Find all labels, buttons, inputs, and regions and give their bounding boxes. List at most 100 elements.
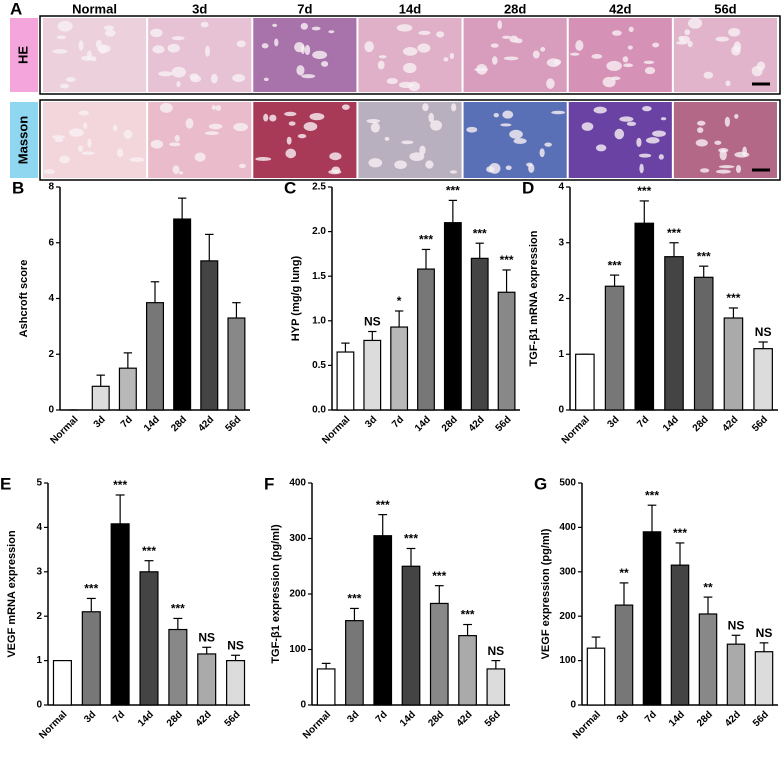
alveolus	[428, 112, 435, 123]
bar	[754, 651, 774, 706]
alveolus	[269, 114, 277, 122]
significance-label: ***	[697, 249, 711, 263]
alveolus	[174, 134, 180, 142]
x-tick-label: 3d	[606, 414, 622, 430]
alveolus	[52, 49, 68, 54]
row-label: HE	[15, 46, 30, 64]
x-tick-label: 56d	[494, 414, 514, 434]
significance-label: ***	[473, 226, 487, 240]
alveolus	[611, 30, 622, 36]
significance-label: ***	[667, 226, 681, 240]
alveolus	[500, 123, 512, 127]
significance-label: ***	[419, 233, 433, 247]
alveolus	[644, 66, 656, 75]
alveolus	[65, 77, 76, 83]
y-tick-label: 2.5	[312, 182, 326, 193]
y-tick-label: 100	[289, 644, 306, 655]
alveolus	[540, 47, 546, 52]
alveolus	[505, 165, 512, 171]
significance-label: ***	[142, 544, 156, 558]
micrograph	[148, 102, 252, 178]
alveolus	[211, 105, 216, 110]
micrograph	[673, 18, 777, 92]
alveolus	[497, 20, 503, 30]
x-tick-label: 7d	[111, 709, 127, 725]
bar	[336, 351, 355, 411]
alveolus	[56, 35, 67, 40]
alveolus	[680, 35, 691, 44]
alveolus	[185, 118, 194, 129]
alveolus	[190, 75, 202, 83]
alveolus	[626, 121, 637, 126]
alveolus	[384, 136, 390, 141]
x-tick-label: 28d	[426, 709, 446, 729]
bar	[118, 367, 137, 411]
x-tick-label: 3d	[615, 709, 631, 725]
micrograph	[253, 102, 357, 178]
alveolus	[636, 137, 642, 148]
bar	[417, 268, 435, 411]
bar	[345, 620, 364, 706]
alveolus	[368, 158, 383, 168]
alveolus	[539, 148, 545, 158]
alveolus	[366, 118, 381, 124]
micrograph	[43, 18, 147, 92]
row-label: Masson	[15, 116, 30, 164]
bar	[664, 256, 684, 411]
x-tick-label: 7d	[374, 709, 390, 725]
row-frame	[39, 15, 781, 95]
bar	[458, 635, 477, 706]
x-tick-label: 14d	[661, 414, 681, 434]
alveolus	[341, 104, 350, 110]
significance-label: ***	[645, 488, 659, 502]
significance-label: ***	[84, 582, 98, 596]
y-tick-label: 0	[300, 700, 306, 711]
y-axis-title: VEGF mRNA expression	[6, 530, 18, 658]
significance-label: NS	[198, 630, 215, 644]
alveolus	[285, 148, 297, 159]
y-axis-title: TGF-β1 expression (pg/ml)	[270, 524, 282, 664]
bar	[614, 604, 634, 706]
x-tick-label: Normal	[571, 709, 603, 741]
alveolus	[112, 124, 118, 132]
alveolus	[274, 38, 279, 47]
x-tick-label: Normal	[48, 414, 80, 446]
alveolus	[364, 41, 374, 53]
significance-label: **	[619, 566, 629, 580]
x-tick-label: 56d	[750, 414, 770, 434]
alveolus	[176, 81, 181, 88]
alveolus	[51, 135, 65, 139]
bar	[470, 257, 489, 411]
alveolus	[714, 140, 722, 145]
alveolus	[294, 42, 305, 53]
alveolus	[417, 43, 431, 53]
alveolus	[513, 138, 527, 144]
x-tick-label: 7d	[390, 414, 406, 430]
significance-label: ***	[347, 592, 361, 606]
alveolus	[715, 169, 731, 174]
significance-label: ***	[113, 478, 127, 492]
alveolus	[232, 74, 246, 83]
alveolus	[396, 24, 413, 32]
alveolus	[451, 103, 457, 112]
y-tick-label: 5	[36, 478, 42, 489]
x-tick-label: 14d	[413, 414, 433, 434]
bar	[401, 565, 421, 706]
alveolus	[81, 151, 95, 156]
bar	[91, 385, 110, 411]
alveolus	[593, 106, 607, 114]
x-tick-label: 28d	[165, 709, 185, 729]
alveolus	[171, 66, 186, 78]
significance-label: ***	[404, 532, 418, 546]
alveolus	[255, 157, 272, 161]
y-tick-label: 8	[48, 182, 54, 193]
x-tick-label: 3d	[345, 709, 361, 725]
alveolus	[301, 74, 316, 79]
alveolus	[103, 25, 114, 31]
alveolus	[239, 163, 246, 169]
y-tick-label: 4	[36, 522, 42, 533]
alveolus	[331, 166, 341, 174]
alveolus	[642, 105, 652, 112]
alveolus	[619, 116, 634, 122]
